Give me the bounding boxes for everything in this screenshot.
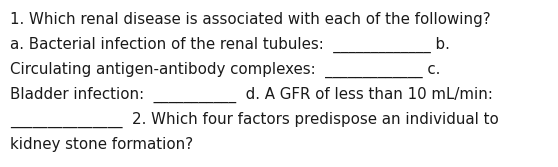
Text: _______________  2. Which four factors predispose an individual to: _______________ 2. Which four factors pr… — [10, 112, 499, 128]
Text: Bladder infection:  ___________  d. A GFR of less than 10 mL/min:: Bladder infection: ___________ d. A GFR … — [10, 87, 493, 103]
Text: 1. Which renal disease is associated with each of the following?: 1. Which renal disease is associated wit… — [10, 12, 490, 27]
Text: kidney stone formation?: kidney stone formation? — [10, 137, 193, 152]
Text: a. Bacterial infection of the renal tubules:  _____________ b.: a. Bacterial infection of the renal tubu… — [10, 37, 450, 53]
Text: Circulating antigen-antibody complexes:  _____________ c.: Circulating antigen-antibody complexes: … — [10, 62, 440, 78]
